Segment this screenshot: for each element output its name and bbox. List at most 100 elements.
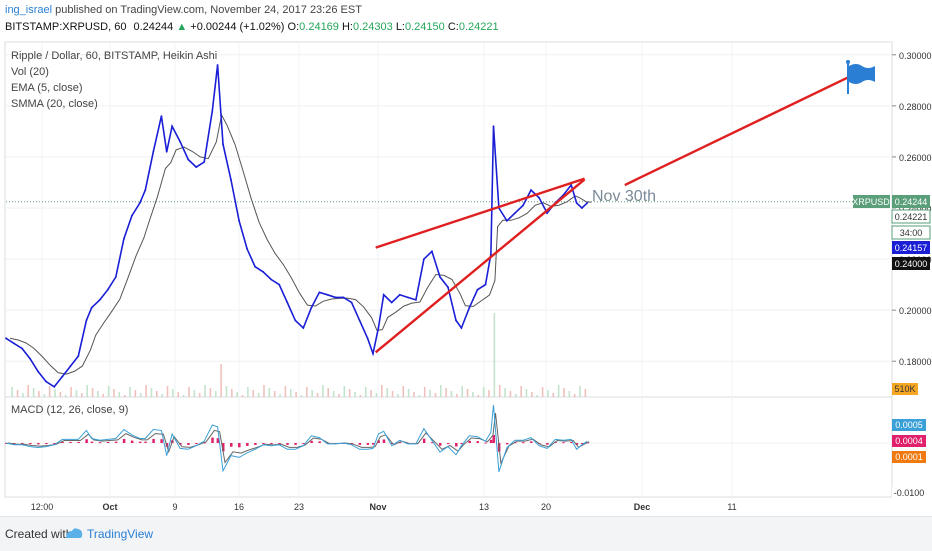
price-point [254, 265, 256, 268]
macd-histogram-bar [505, 443, 509, 445]
volume-bar [209, 388, 212, 397]
y-tick-label: 0.30000 [899, 51, 932, 61]
tradingview-link[interactable]: TradingView [87, 527, 154, 541]
volume-bar [236, 392, 238, 397]
trend-lines [374, 71, 859, 354]
volume-bar [241, 395, 244, 397]
legend-volume[interactable]: Vol (20) [11, 66, 49, 78]
volume-bar [514, 394, 517, 397]
volume-bar [338, 394, 340, 397]
volume-bar [354, 392, 356, 397]
macd-histogram-bar [106, 441, 110, 443]
y-tick-label: 0.24000 [899, 204, 932, 214]
macd-tag [892, 435, 926, 447]
price-tag [891, 225, 931, 240]
price-point [575, 202, 578, 204]
price-point [455, 319, 457, 322]
legend-macd[interactable]: MACD (12, 26, close, 9) [11, 404, 129, 416]
price-point [216, 64, 219, 66]
price-point [342, 296, 345, 299]
volume-bar [75, 390, 78, 397]
volume-bars [11, 313, 587, 397]
chart: 0.300000.280000.260000.240000.220000.200… [4, 41, 932, 512]
volume-tag [892, 383, 918, 395]
volume-bar [54, 389, 56, 397]
price-point [468, 306, 471, 309]
macd-histogram-bar [238, 443, 241, 448]
price-line [5, 64, 589, 388]
price-point [406, 296, 409, 299]
smma-series [9, 113, 592, 375]
volume-bar [316, 393, 319, 397]
price-point [522, 204, 524, 207]
price-point [318, 291, 321, 294]
price-tag-label: 0.24157 [895, 243, 928, 253]
macd-histogram-bar [575, 443, 579, 445]
author-link[interactable]: ing_israel [5, 4, 53, 16]
macd-histogram-bar [455, 443, 458, 447]
macd-histogram-bar [302, 443, 305, 444]
volume-bar [429, 390, 431, 397]
price-point [286, 301, 289, 304]
x-tick-label: 20 [541, 502, 551, 512]
volume-bar [182, 395, 185, 397]
price-pane[interactable] [4, 41, 893, 398]
volume-bar [327, 388, 330, 397]
volume-bar [536, 395, 538, 397]
price-point [123, 237, 125, 240]
macd-tag [892, 451, 926, 463]
publisher-line: ing_israel published on TradingView.com,… [5, 4, 362, 16]
price-point [372, 352, 374, 355]
price-point [530, 189, 532, 192]
chart-title[interactable]: Ripple / Dollar, 60, BITSTAMP, Heikin As… [11, 50, 218, 62]
volume-bar [38, 391, 40, 397]
x-tick-label: 23 [294, 502, 304, 512]
volume-tag-label: 510K [894, 384, 915, 394]
macd-histogram-bar [580, 443, 584, 444]
legend-smma[interactable]: SMMA (20, close) [11, 98, 98, 110]
macd-histogram-bar [203, 442, 206, 444]
price-point [262, 271, 265, 273]
macd-histogram-bar [366, 443, 370, 445]
volume-bar [477, 395, 480, 397]
volume-bar [102, 394, 105, 397]
change-value: +0.00244 (+1.02%) [190, 21, 285, 33]
price-tag-label: 0.24244 [895, 197, 928, 207]
volume-bar [547, 390, 549, 397]
price-tag [891, 209, 931, 224]
price-point [415, 299, 417, 301]
volume-bar [370, 390, 372, 397]
price-point [29, 357, 31, 360]
trend-line [375, 177, 585, 249]
macd-histogram-bar [114, 441, 118, 443]
price-point [90, 306, 93, 309]
price-point [13, 342, 15, 345]
price-tag-label: 0.24221 [895, 212, 928, 222]
price-tag [892, 257, 930, 270]
volume-bar [386, 388, 388, 397]
volume-bar [407, 389, 410, 397]
volume-bar [584, 389, 587, 397]
price-point [506, 219, 508, 222]
price-point [222, 143, 224, 146]
macd-histogram-bar [358, 443, 362, 445]
macd-histogram-bar [130, 440, 134, 443]
volume-bar [231, 389, 233, 397]
volume-bar [456, 394, 458, 397]
flag-icon[interactable] [846, 60, 875, 94]
volume-bar [150, 388, 153, 397]
legend-ema[interactable]: EMA (5, close) [11, 82, 83, 94]
published-text: published on TradingView.com, November 2… [52, 4, 362, 16]
macd-histogram-bar [294, 443, 297, 445]
volume-bar [32, 388, 35, 397]
volume-bar [525, 389, 528, 397]
symbol-tag-label: XRPUSD [852, 197, 890, 207]
macd-histogram-bar [371, 443, 375, 445]
volume-bar [568, 391, 571, 397]
tradingview-logo-icon[interactable] [64, 525, 84, 541]
volume-bar [306, 387, 308, 397]
macd-histogram-bar [69, 441, 72, 443]
close-value: 0.24221 [458, 21, 499, 33]
y-tick-label: 0.18000 [899, 357, 932, 367]
price-point [165, 150, 168, 153]
